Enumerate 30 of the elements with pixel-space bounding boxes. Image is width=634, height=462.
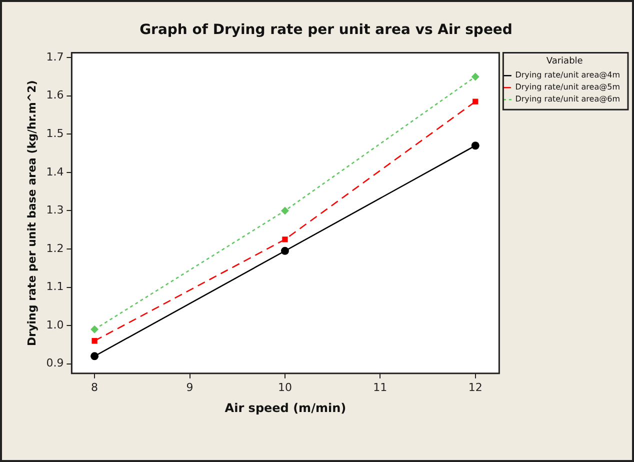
x-tick-label: 11 <box>373 380 388 394</box>
point <box>280 246 289 255</box>
x-tick-label: 10 <box>278 380 292 394</box>
y-tick-label: 1.7 <box>46 50 64 64</box>
point <box>471 72 480 81</box>
point <box>472 98 478 104</box>
chart-title: Graph of Drying rate per unit area vs Air speed <box>140 22 512 38</box>
x-tick-label: 8 <box>91 380 98 394</box>
x-axis-title: Air speed (m/min) <box>224 400 346 415</box>
x-tick-label: 9 <box>186 380 194 394</box>
y-tick-label: 0.9 <box>46 356 64 370</box>
legend-label: Drying rate/unit area@5m <box>515 82 620 92</box>
point <box>92 338 98 344</box>
y-axis-title: Drying rate per unit base area (kg/hr.m^2) <box>25 80 38 346</box>
y-tick-label: 1.3 <box>46 204 64 217</box>
point <box>280 206 289 215</box>
point <box>471 142 480 150</box>
y-tick-label: 1.4 <box>46 165 64 178</box>
y-tick-label: 1.6 <box>46 88 64 102</box>
point <box>282 236 288 242</box>
y-tick-label: 1.5 <box>46 127 64 140</box>
legend-label: Drying rate/unit area@6m <box>515 94 620 104</box>
point <box>90 325 99 334</box>
legend-title: Variable <box>546 56 584 67</box>
y-tick-label: 1.2 <box>46 242 64 255</box>
y-tick-label: 1.1 <box>46 280 64 294</box>
legend-label: Drying rate/unit area@4m <box>515 70 620 80</box>
x-tick-label: 12 <box>468 380 482 394</box>
point <box>90 352 99 360</box>
y-tick-label: 1.0 <box>46 318 64 332</box>
